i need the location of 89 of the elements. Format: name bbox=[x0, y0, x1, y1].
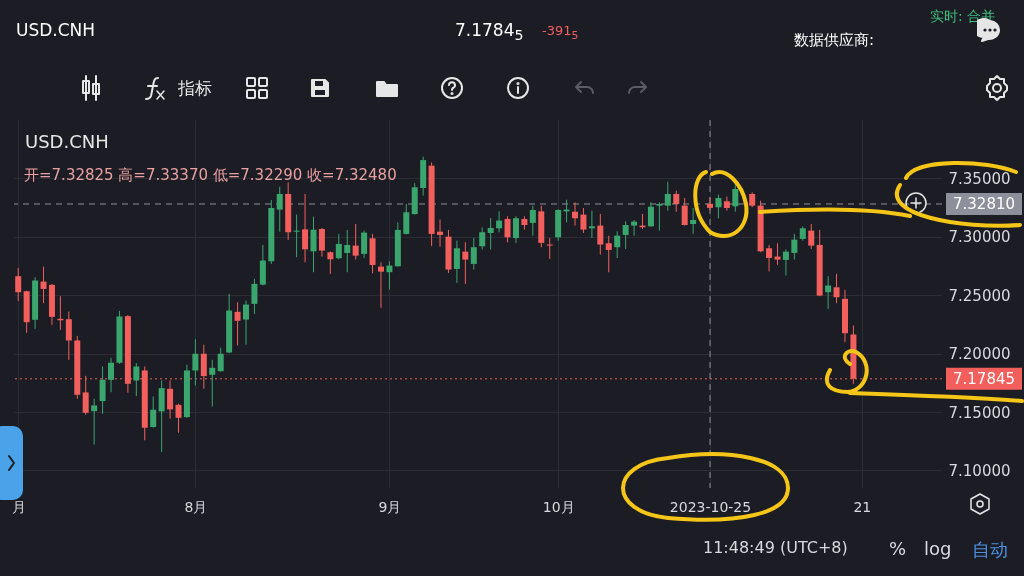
x-tick-label: 9月 bbox=[378, 498, 402, 515]
annotation: 开=7.32825 高=7.33370 低=7.32290 收=7.32480 bbox=[24, 166, 397, 185]
x-tick-label: 月 bbox=[11, 498, 26, 515]
candlestick bbox=[656, 201, 663, 232]
candlestick bbox=[318, 227, 325, 258]
candlestick bbox=[243, 300, 249, 346]
candlestick bbox=[293, 214, 300, 258]
candlestick bbox=[158, 379, 165, 453]
candlestick bbox=[403, 203, 410, 235]
candlestick bbox=[707, 196, 713, 211]
candlestick bbox=[732, 183, 739, 213]
candlestick bbox=[470, 237, 477, 271]
candlestick bbox=[192, 338, 199, 386]
candlestick bbox=[512, 215, 519, 244]
candlestick bbox=[715, 194, 722, 219]
text: 7.1784$_{5}$ bbox=[455, 20, 524, 44]
y-tick-label: 7.25000 bbox=[948, 286, 1011, 305]
candlestick bbox=[386, 260, 393, 291]
candlestick bbox=[276, 186, 283, 233]
candlestick bbox=[453, 240, 460, 284]
text: log bbox=[924, 538, 952, 559]
candlestick bbox=[40, 266, 47, 304]
candlestick bbox=[133, 362, 140, 397]
y-tick-label: 7.10000 bbox=[948, 461, 1011, 480]
candlestick bbox=[251, 278, 258, 315]
candlestick bbox=[681, 197, 688, 227]
candlestick bbox=[673, 190, 680, 213]
chart-title: USD.CNH bbox=[16, 20, 96, 40]
candlestick bbox=[487, 217, 494, 251]
candlestick bbox=[150, 395, 157, 429]
candlestick bbox=[808, 223, 815, 250]
candlestick bbox=[791, 233, 798, 261]
candlestick bbox=[302, 193, 309, 263]
ref-line-label: 7.32810 bbox=[952, 195, 1016, 213]
candlestick bbox=[723, 196, 730, 212]
text: 数据供应商: bbox=[794, 31, 875, 50]
x-tick-label: 10月 bbox=[542, 498, 575, 515]
candlestick bbox=[175, 403, 182, 434]
candlestick bbox=[631, 219, 638, 237]
candlestick bbox=[234, 301, 241, 346]
y-tick-label: 7.15000 bbox=[948, 403, 1011, 422]
text: % bbox=[889, 538, 907, 559]
candlestick bbox=[335, 233, 342, 260]
candlestick bbox=[352, 223, 359, 261]
text: -391$_{5}$ bbox=[542, 23, 579, 42]
candlestick bbox=[605, 235, 612, 273]
candlestick bbox=[65, 311, 72, 361]
candlestick bbox=[774, 242, 781, 266]
candlestick bbox=[546, 237, 553, 260]
text: 指标 bbox=[178, 77, 212, 100]
ref-line-label: 7.17845 bbox=[952, 369, 1016, 388]
candlestick bbox=[99, 366, 106, 415]
x-tick-label: 21 bbox=[853, 498, 872, 515]
candlestick bbox=[782, 249, 789, 277]
candlestick bbox=[209, 359, 216, 407]
candlestick bbox=[15, 267, 22, 302]
candlestick bbox=[572, 201, 579, 227]
text: 自动 bbox=[972, 538, 1008, 562]
y-tick-label: 7.30000 bbox=[948, 228, 1011, 247]
candlestick bbox=[622, 220, 629, 250]
candlestick bbox=[377, 261, 384, 309]
candlestick bbox=[344, 229, 351, 273]
candlestick bbox=[496, 210, 503, 233]
x-tick-label: 8月 bbox=[184, 498, 208, 515]
y-tick-label: 7.35000 bbox=[948, 169, 1011, 188]
candlestick bbox=[310, 216, 317, 273]
y-tick-label: 7.20000 bbox=[948, 345, 1011, 364]
text: USD.CNH bbox=[25, 131, 109, 152]
text: 11:48:49 (UTC+8) bbox=[703, 538, 848, 557]
candlestick bbox=[614, 230, 621, 259]
candlestick bbox=[462, 241, 469, 285]
candlestick bbox=[504, 215, 511, 243]
candlestick bbox=[588, 210, 595, 239]
candlestick bbox=[647, 201, 654, 228]
candlestick bbox=[690, 207, 697, 235]
candlestick bbox=[597, 213, 604, 256]
x-tick-label: 2023-10-25 bbox=[669, 498, 752, 515]
candlestick bbox=[91, 398, 98, 445]
candlestick bbox=[833, 273, 840, 304]
candlestick bbox=[108, 357, 115, 393]
candlestick bbox=[766, 244, 773, 272]
candlestick bbox=[664, 181, 671, 212]
candlestick bbox=[479, 226, 486, 251]
candlestick bbox=[361, 230, 368, 259]
candlestick bbox=[580, 207, 587, 234]
candlestick bbox=[825, 275, 832, 310]
candlestick bbox=[529, 205, 536, 237]
candlestick bbox=[437, 219, 444, 248]
candlestick bbox=[217, 347, 224, 373]
